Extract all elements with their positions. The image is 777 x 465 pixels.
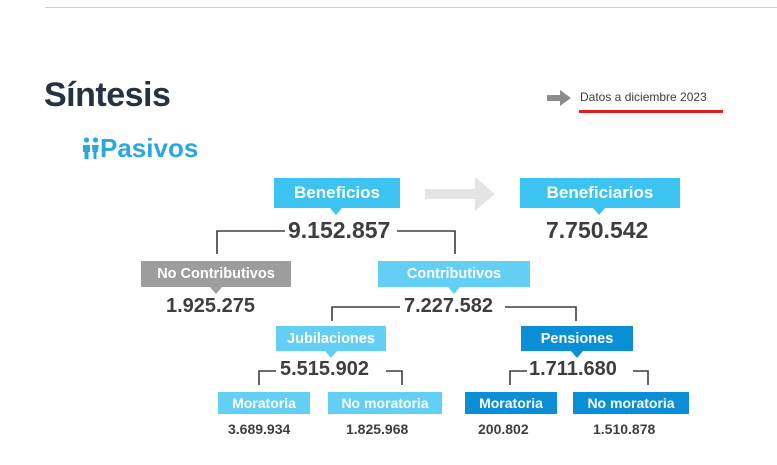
no-contributivos-pointer	[210, 287, 222, 294]
contributivos-label: Contributivos	[406, 266, 502, 282]
contributivos-value: 7.227.582	[402, 295, 495, 318]
pen-no-moratoria-value: 1.510.878	[593, 421, 656, 437]
jubilaciones-label: Jubilaciones	[287, 330, 375, 347]
beneficios-pointer	[330, 208, 342, 215]
jub-moratoria-label: Moratoria	[232, 395, 296, 411]
pen-no-moratoria-label: No moratoria	[587, 395, 675, 411]
no-contributivos-label: No Contributivos	[157, 266, 275, 282]
jub-no-moratoria-value: 1.825.968	[346, 421, 409, 437]
jubilaciones-label-box: Jubilaciones	[276, 326, 386, 351]
data-date-note: Datos a diciembre 2023	[580, 90, 707, 104]
jub-moratoria-label-box: Moratoria	[218, 392, 310, 414]
note-underline	[579, 110, 723, 113]
jub-moratoria-value: 3.689.934	[228, 421, 291, 437]
contributivos-pointer	[448, 287, 460, 294]
beneficios-label: Beneficios	[294, 183, 380, 202]
pensiones-value: 1.711.680	[527, 358, 619, 381]
no-contributivos-label-box: No Contributivos	[141, 261, 291, 287]
top-divider	[45, 7, 777, 8]
beneficios-label-box: Beneficios	[274, 178, 400, 208]
pensiones-label-box: Pensiones	[521, 326, 633, 351]
contributivos-label-box: Contributivos	[378, 261, 530, 287]
jub-no-moratoria-label-box: No moratoria	[328, 392, 442, 414]
pen-moratoria-value: 200.802	[478, 421, 529, 437]
jubilaciones-value: 5.515.902	[278, 358, 371, 381]
pen-moratoria-label-box: Moratoria	[465, 392, 557, 414]
arrow-right-icon	[547, 90, 571, 106]
people-icon	[83, 137, 99, 159]
pen-moratoria-label: Moratoria	[479, 395, 543, 411]
page-title: Síntesis	[44, 76, 171, 114]
pensiones-pointer	[571, 351, 583, 358]
jubilaciones-pointer	[325, 351, 337, 358]
jub-no-moratoria-label: No moratoria	[341, 395, 429, 411]
pen-no-moratoria-label-box: No moratoria	[573, 392, 689, 414]
beneficiarios-label: Beneficiarios	[546, 183, 654, 202]
beneficios-value: 9.152.857	[285, 217, 394, 244]
arrow-right-icon	[425, 177, 495, 211]
pensiones-label: Pensiones	[540, 330, 614, 347]
beneficiarios-label-box: Beneficiarios	[520, 178, 680, 208]
section-title: Pasivos	[100, 133, 199, 163]
no-contributivos-value: 1.925.275	[166, 295, 255, 318]
beneficiarios-pointer	[593, 208, 605, 215]
beneficiarios-value: 7.750.542	[546, 217, 649, 244]
